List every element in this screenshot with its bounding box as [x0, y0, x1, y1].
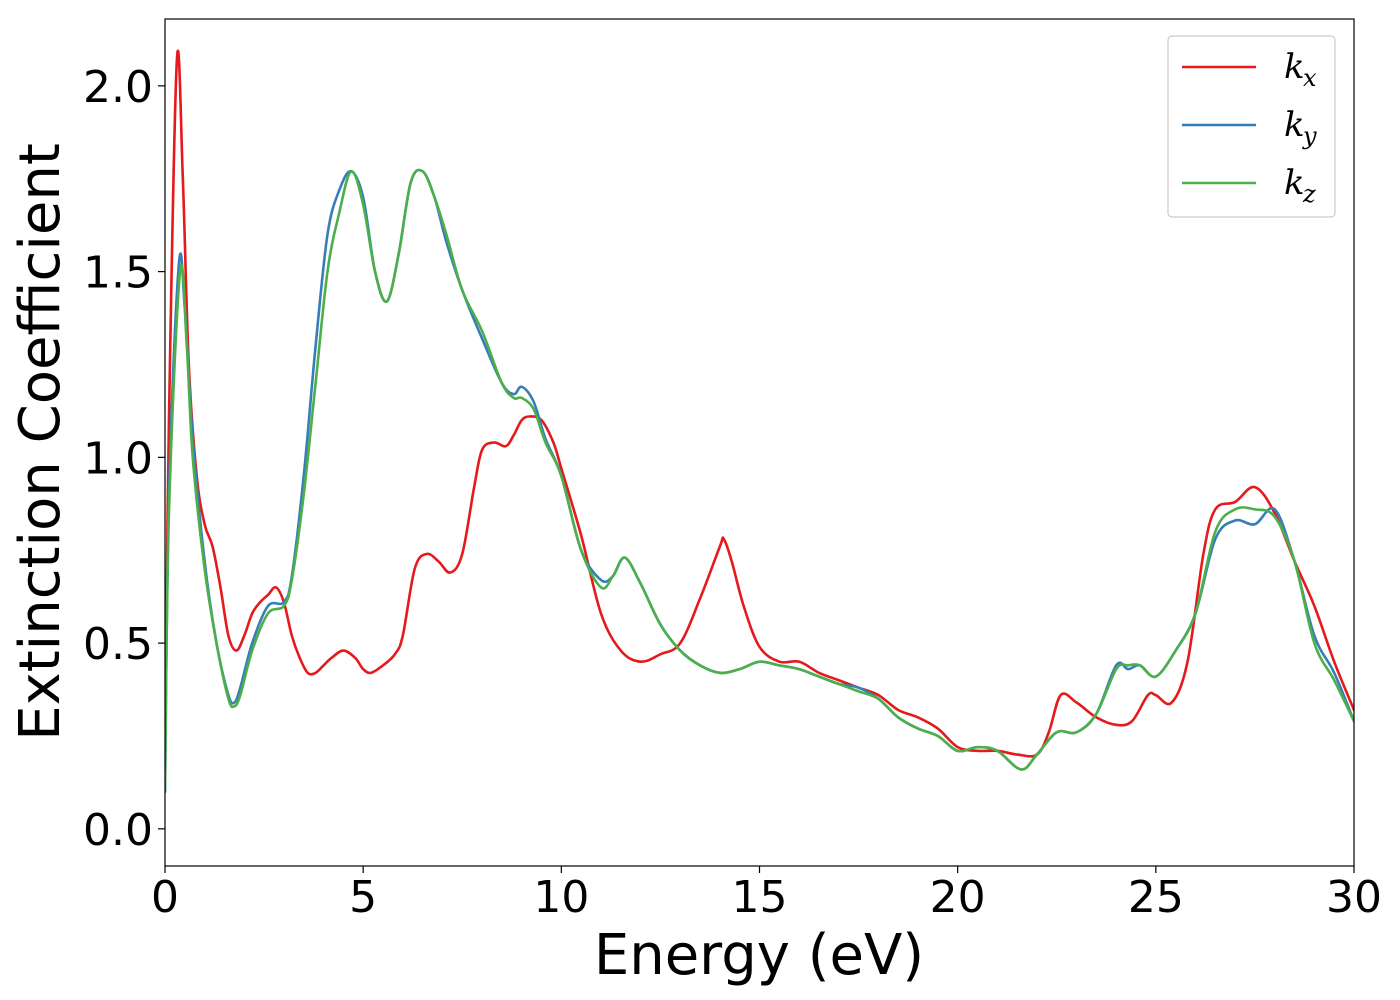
series-line-ky: [165, 168, 1354, 793]
x-tick-label: 5: [349, 872, 377, 923]
x-axis-title: Energy (eV): [594, 923, 924, 988]
legend-label-subscript: z: [1302, 180, 1316, 208]
legend-label: k: [1284, 105, 1305, 145]
x-tick-label: 0: [151, 872, 179, 923]
y-axis-ticks: 0.0 0.5 1.0 1.5 2.0: [83, 62, 165, 856]
y-tick-label: 1.0: [83, 433, 153, 484]
y-axis-title: Extinction Coefficient: [8, 143, 73, 741]
x-tick-label: 25: [1128, 872, 1184, 923]
y-tick-label: 0.5: [83, 619, 153, 670]
series-line-kz: [165, 168, 1354, 793]
x-tick-label: 30: [1326, 872, 1382, 923]
x-tick-label: 10: [533, 872, 589, 923]
legend-box: [1167, 35, 1336, 218]
series-lines: [165, 49, 1354, 793]
series-line-kx: [165, 49, 1354, 758]
legend-label: k: [1284, 47, 1305, 87]
y-tick-label: 1.5: [83, 248, 153, 299]
legend-label: k: [1284, 163, 1305, 203]
x-axis-ticks: 0 5 10 15 20 25 30: [151, 866, 1382, 923]
legend-label-subscript: x: [1303, 64, 1317, 92]
y-tick-label: 2.0: [83, 62, 153, 113]
x-tick-label: 15: [732, 872, 788, 923]
x-tick-label: 20: [930, 872, 986, 923]
legend-label-subscript: y: [1302, 122, 1317, 150]
y-tick-label: 0.0: [83, 805, 153, 856]
